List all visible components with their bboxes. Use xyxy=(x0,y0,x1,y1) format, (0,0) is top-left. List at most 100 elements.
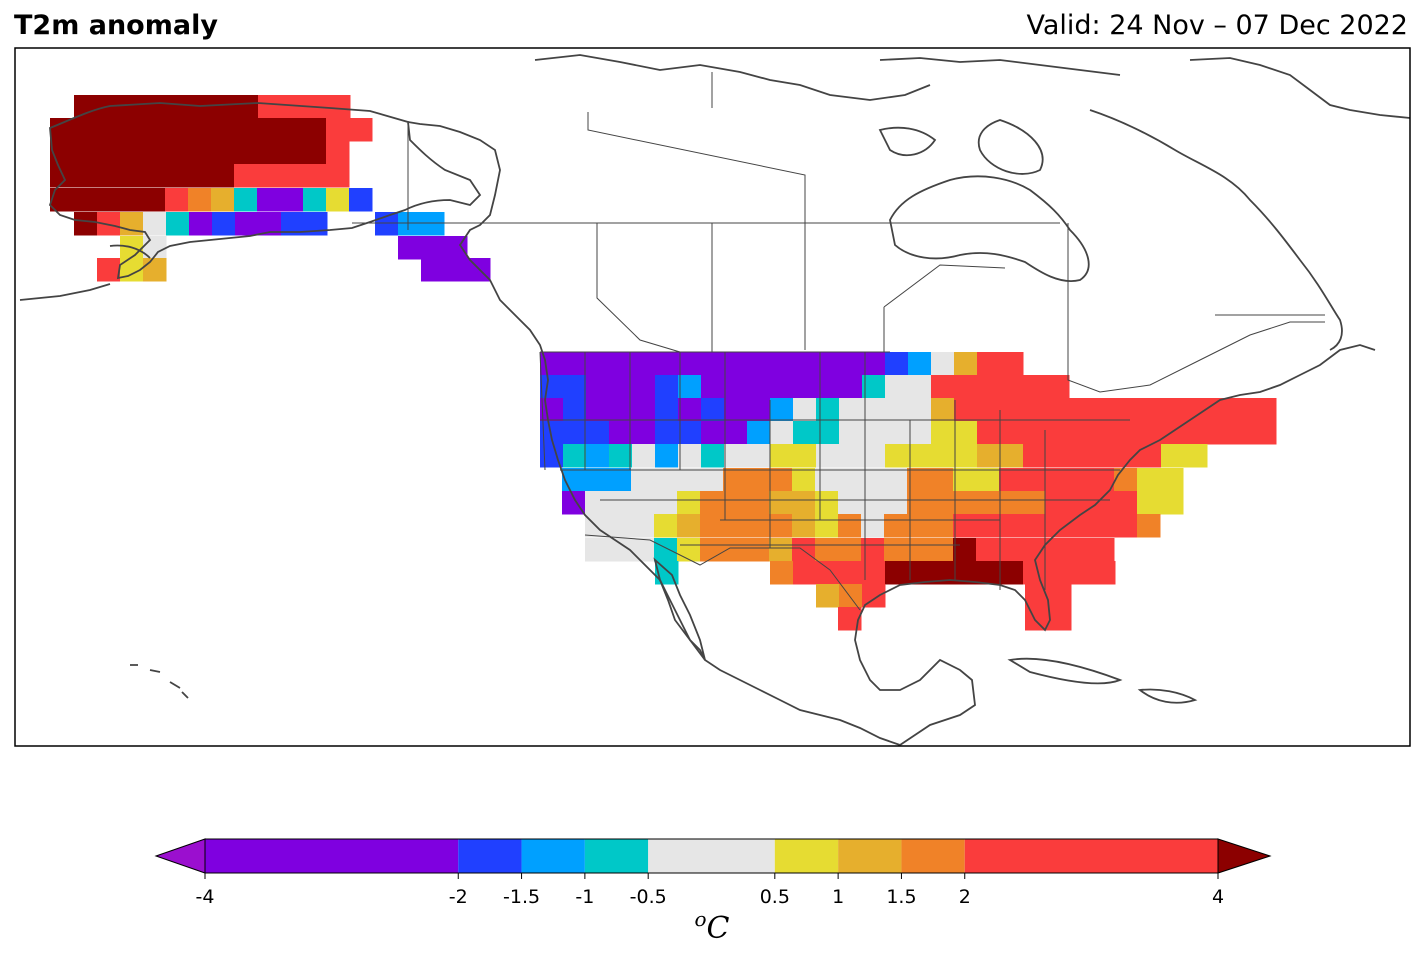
anomaly-cell xyxy=(861,491,885,515)
anomaly-cell xyxy=(608,538,632,562)
anomaly-cell xyxy=(609,444,633,468)
anomaly-cell xyxy=(839,561,863,585)
anomaly-cell xyxy=(280,188,304,212)
anomaly-cell xyxy=(792,491,816,515)
anomaly-cell xyxy=(839,352,863,376)
anomaly-cell xyxy=(792,514,816,538)
anomaly-cell xyxy=(930,514,954,538)
unit-main: C xyxy=(707,911,730,946)
anomaly-cell xyxy=(586,352,610,376)
anomaly-cell xyxy=(977,421,1001,445)
anomaly-cell xyxy=(907,468,931,492)
anomaly-cell xyxy=(1092,561,1116,585)
anomaly-cell xyxy=(701,421,725,445)
anomaly-cell xyxy=(1045,468,1069,492)
anomaly-cell xyxy=(770,561,794,585)
anomaly-cell xyxy=(930,491,954,515)
anomaly-cell xyxy=(1092,444,1116,468)
anomaly-cell xyxy=(631,538,655,562)
anomaly-cell xyxy=(1114,491,1138,515)
anomaly-cell xyxy=(74,212,98,236)
colorbar-unit-label: oC xyxy=(694,907,729,946)
colorbar-tick-label: -1 xyxy=(575,886,594,908)
anomaly-cell xyxy=(954,444,978,468)
anomaly-cell xyxy=(1137,514,1161,538)
anomaly-cell xyxy=(793,352,817,376)
anomaly-cell xyxy=(770,421,794,445)
anomaly-cell xyxy=(816,421,840,445)
anomaly-cell xyxy=(165,118,189,142)
anomaly-cell xyxy=(654,491,678,515)
anomaly-cell xyxy=(839,398,863,422)
anomaly-cell xyxy=(977,444,1001,468)
anomaly-cell xyxy=(211,164,235,188)
colorbar-tick-label: 1.5 xyxy=(886,886,916,908)
colorbar-tick-label: -2 xyxy=(449,886,468,908)
anomaly-cell xyxy=(1068,468,1092,492)
anomaly-cell xyxy=(930,538,954,562)
anomaly-cell xyxy=(212,95,236,119)
anomaly-cell xyxy=(700,514,724,538)
anomaly-cell xyxy=(1137,491,1161,515)
colorbar-extend-below xyxy=(154,838,206,874)
anomaly-cell xyxy=(1161,444,1185,468)
borders xyxy=(352,72,1325,611)
colorbar-tick-label: -1.5 xyxy=(503,886,540,908)
anomaly-cell xyxy=(349,188,373,212)
anomaly-cell xyxy=(326,118,350,142)
anomaly-cell xyxy=(73,118,97,142)
anomaly-cell xyxy=(327,95,351,119)
anomaly-cell xyxy=(609,375,633,399)
anomaly-cell xyxy=(1000,352,1024,376)
colorbar-segment xyxy=(584,839,649,873)
anomaly-cell xyxy=(563,398,587,422)
anomaly-cell xyxy=(931,398,955,422)
anomaly-cell xyxy=(608,514,632,538)
anomaly-cell xyxy=(96,118,120,142)
anomaly-cell xyxy=(976,468,1000,492)
anomaly-cell xyxy=(885,375,909,399)
anomaly-cell xyxy=(212,212,236,236)
anomaly-cell xyxy=(655,352,679,376)
anomaly-cell xyxy=(258,95,282,119)
anomaly-cell xyxy=(608,468,632,492)
anomaly-cell xyxy=(701,444,725,468)
anomaly-cell xyxy=(632,352,656,376)
anomaly-cell xyxy=(769,538,793,562)
colorbar-tick-label: -0.5 xyxy=(630,886,667,908)
anomaly-cell xyxy=(563,421,587,445)
anomaly-cell xyxy=(280,164,304,188)
anomaly-cell xyxy=(188,118,212,142)
anomaly-cell xyxy=(50,118,74,142)
anomaly-cell xyxy=(234,164,258,188)
anomaly-cell xyxy=(885,421,909,445)
anomaly-cell xyxy=(793,375,817,399)
anomaly-cell xyxy=(326,141,350,165)
anomaly-cell xyxy=(953,491,977,515)
anomaly-cell xyxy=(1023,561,1047,585)
anomaly-cell xyxy=(1048,584,1072,608)
anomaly-cell xyxy=(142,164,166,188)
anomaly-cell xyxy=(96,188,120,212)
colorbar-tick-label: 2 xyxy=(959,886,971,908)
anomaly-cell xyxy=(816,561,840,585)
anomaly-cell xyxy=(769,468,793,492)
anomaly-cell xyxy=(839,421,863,445)
anomaly-cell xyxy=(166,212,190,236)
anomaly-cell xyxy=(609,421,633,445)
anomaly-cell xyxy=(816,398,840,422)
anomaly-cell xyxy=(1207,421,1231,445)
anomaly-cell xyxy=(211,188,235,212)
anomaly-cell xyxy=(724,352,748,376)
anomaly-cell xyxy=(884,538,908,562)
anomaly-cell xyxy=(678,352,702,376)
anomaly-cell xyxy=(540,398,564,422)
anomaly-cell xyxy=(234,141,258,165)
anomaly-cell xyxy=(793,398,817,422)
anomaly-cell xyxy=(746,538,770,562)
anomaly-cell xyxy=(631,468,655,492)
anomaly-cell xyxy=(1069,444,1093,468)
anomaly-cell xyxy=(999,491,1023,515)
anomaly-cell xyxy=(908,444,932,468)
colorbar-segment xyxy=(964,839,1218,873)
